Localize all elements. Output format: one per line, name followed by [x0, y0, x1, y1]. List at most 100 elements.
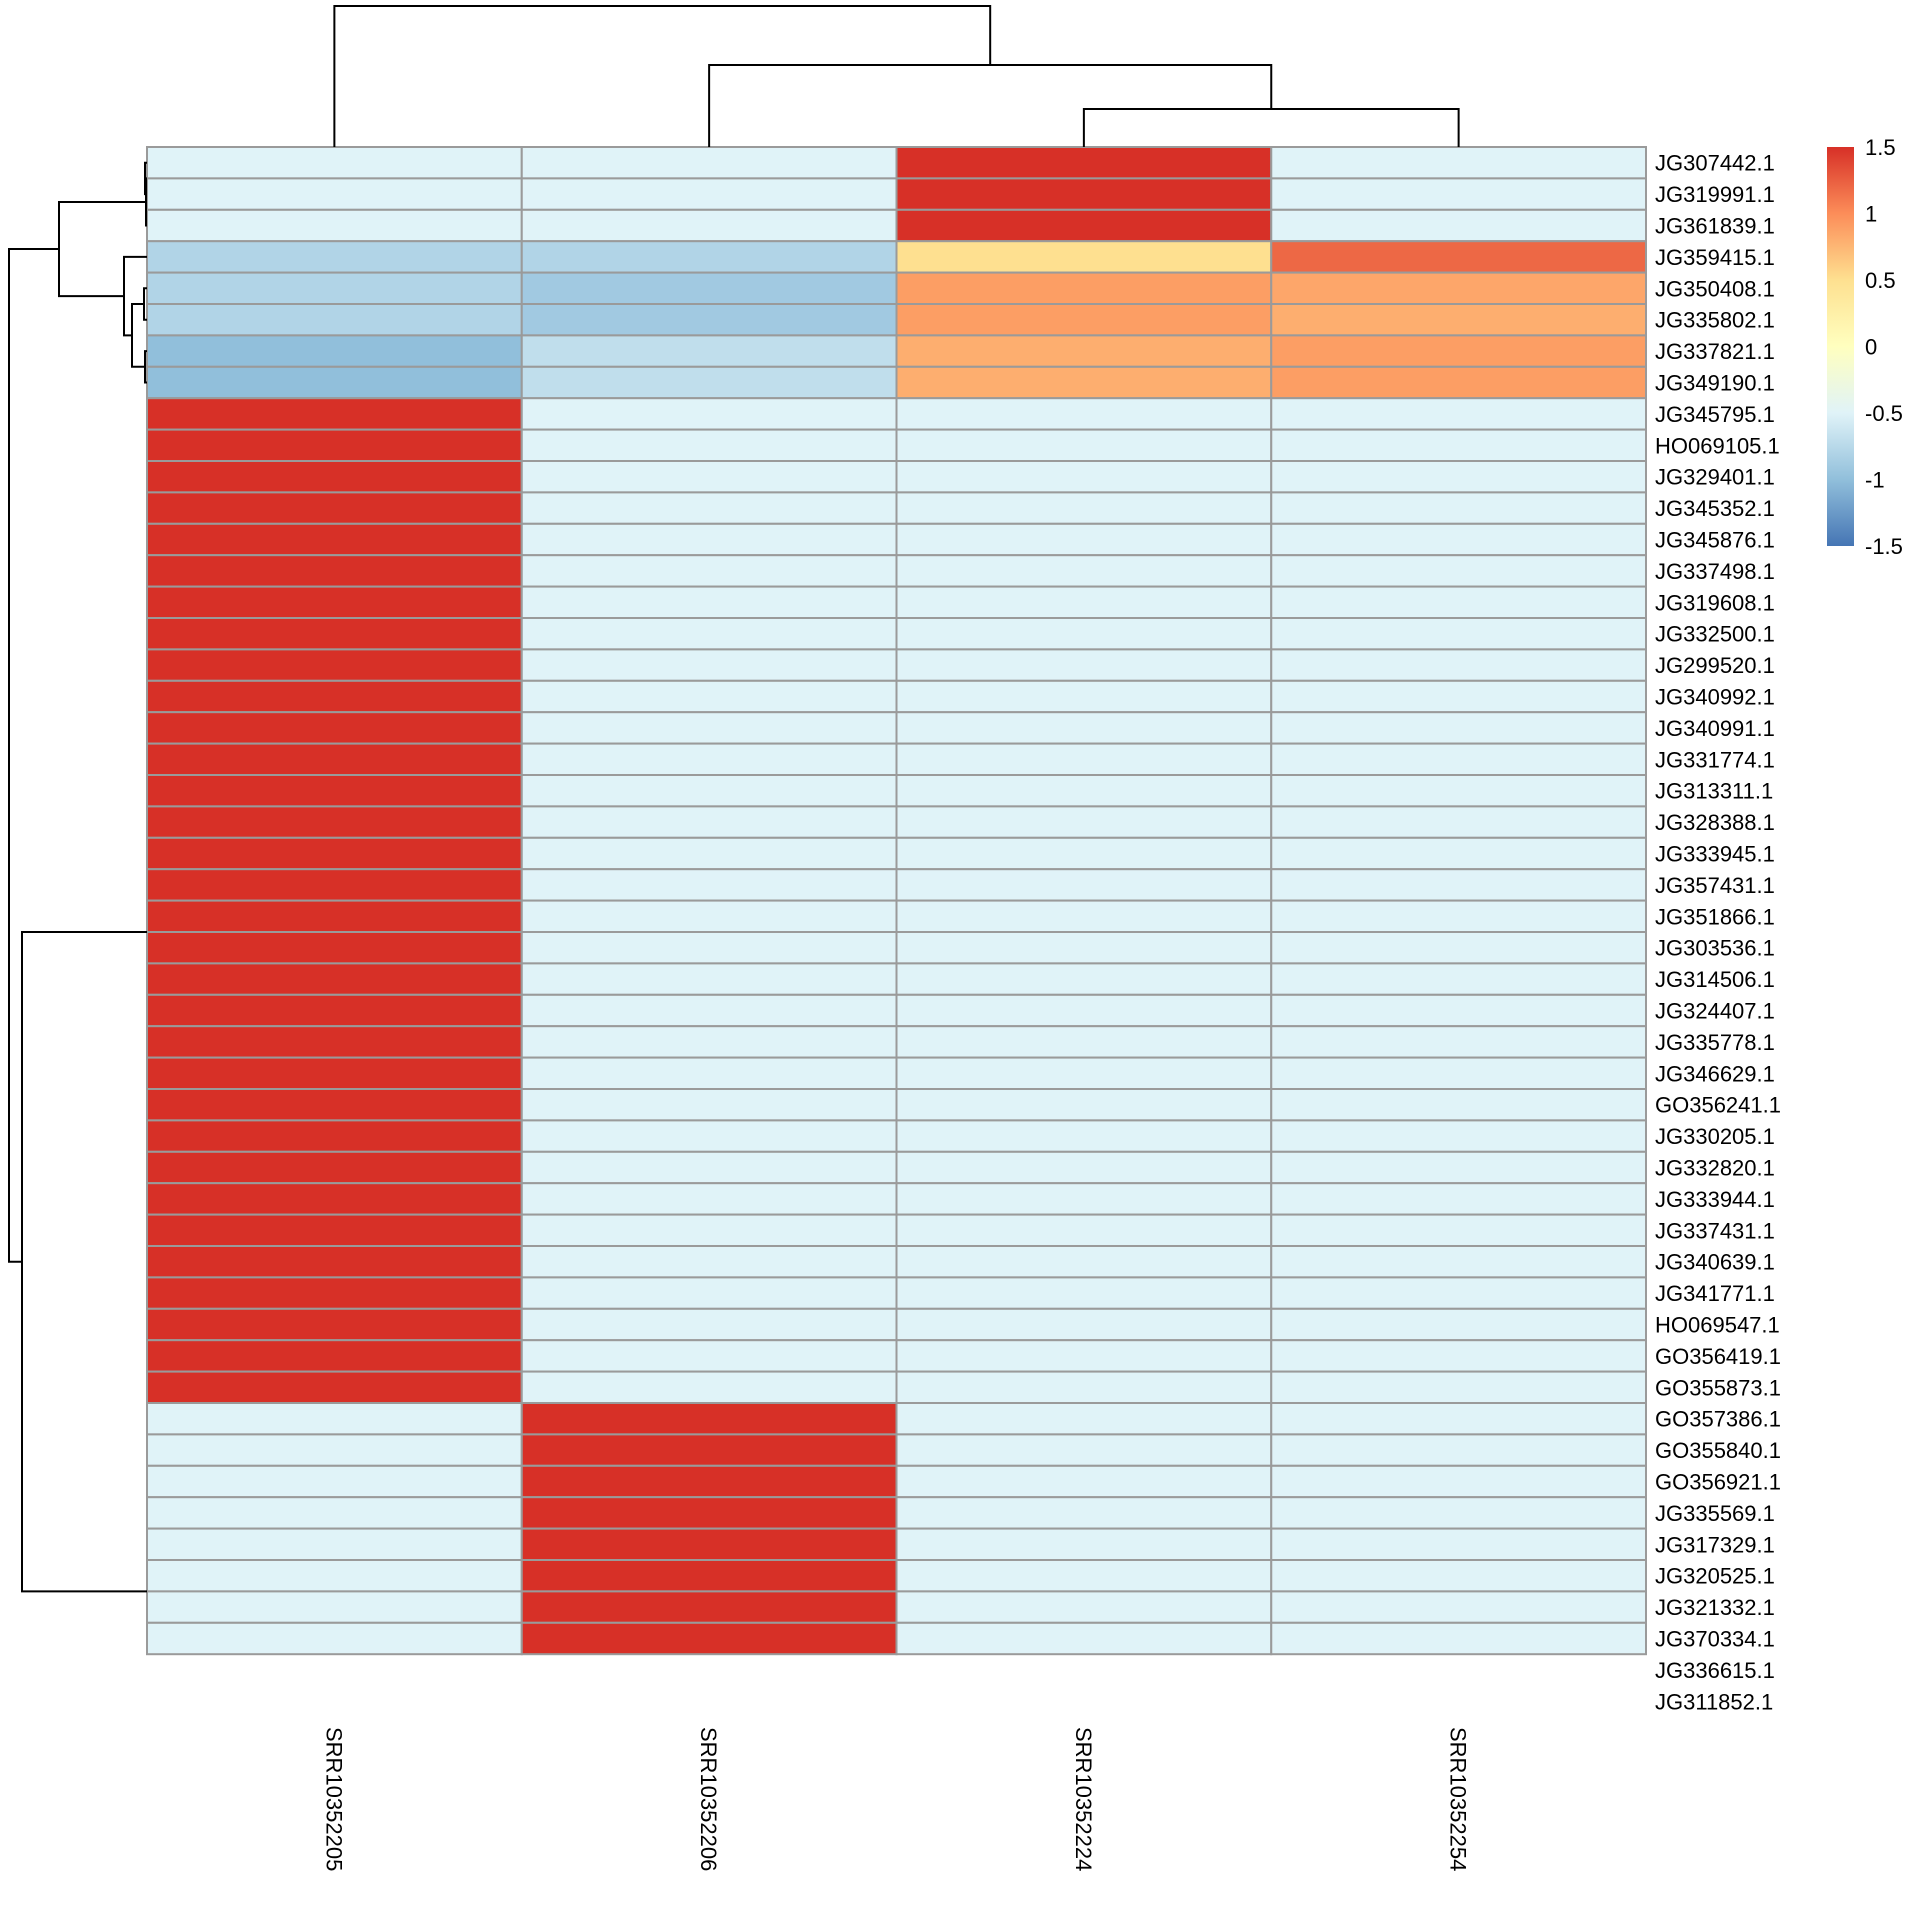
row-label: JG313311.1 — [1655, 779, 1773, 804]
heatmap-cell — [146, 1276, 523, 1310]
row-label: JG321332.1 — [1655, 1595, 1775, 1620]
heatmap-cell — [895, 617, 1273, 651]
heatmap-cell — [895, 365, 1273, 400]
heatmap-cell — [520, 868, 898, 902]
row-labels: JG307442.1 JG319991.1 JG361839.1 JG359415.1… — [1655, 151, 1781, 1715]
heatmap-cell — [146, 1559, 523, 1593]
heatmap-cell — [1270, 1370, 1647, 1404]
heatmap-cell — [1270, 742, 1647, 776]
row-label: GO356419.1 — [1655, 1344, 1781, 1369]
heatmap-cell — [520, 1307, 898, 1342]
heatmap-cell — [895, 334, 1273, 368]
heatmap-cell — [1270, 617, 1647, 651]
row-label: JG320525.1 — [1655, 1564, 1775, 1589]
heatmap-cell — [895, 1088, 1273, 1122]
heatmap-cell — [520, 1402, 898, 1436]
heatmap-cell — [146, 742, 523, 776]
heatmap-cell — [895, 1370, 1273, 1404]
heatmap-cell — [895, 1182, 1273, 1216]
heatmap-cell — [1270, 1307, 1647, 1342]
row-label: GO357386.1 — [1655, 1407, 1781, 1432]
heatmap-cells — [146, 146, 1647, 1656]
heatmap-cell — [146, 1182, 523, 1216]
heatmap-cell — [895, 962, 1273, 996]
heatmap-cell — [146, 554, 523, 588]
heatmap-cell — [146, 522, 523, 557]
heatmap-cell — [520, 146, 898, 180]
heatmap-cell — [895, 1402, 1273, 1436]
heatmap-cell — [146, 1056, 523, 1090]
heatmap-cell — [146, 1150, 523, 1185]
heatmap-cell — [1270, 993, 1647, 1028]
heatmap-cell — [895, 554, 1273, 588]
heatmap-cell — [146, 868, 523, 902]
heatmap-cell — [895, 1527, 1273, 1561]
heatmap-cell — [895, 1464, 1273, 1499]
heatmap-cell — [895, 1150, 1273, 1185]
heatmap-cell — [146, 899, 523, 933]
heatmap-cell — [1270, 522, 1647, 557]
heatmap-cell — [895, 585, 1273, 619]
heatmap-cell — [1270, 428, 1647, 463]
row-label: JG345795.1 — [1655, 402, 1775, 427]
heatmap-cell — [1270, 774, 1647, 808]
heatmap-cell — [520, 1088, 898, 1122]
row-label: JG329401.1 — [1655, 465, 1775, 490]
row-label: JG359415.1 — [1655, 245, 1775, 270]
row-dendrogram-branch — [21, 931, 147, 1593]
legend-tick-label: 0 — [1865, 335, 1877, 360]
heatmap-cell — [146, 836, 523, 871]
heatmap-cell — [895, 303, 1273, 337]
heatmap-cell — [520, 365, 898, 400]
row-label: JG350408.1 — [1655, 276, 1775, 301]
column-label: SRR10352206 — [696, 1727, 721, 1871]
heatmap-cell — [1270, 711, 1647, 745]
heatmap-cell — [520, 962, 898, 996]
heatmap-cell — [520, 1527, 898, 1561]
row-label: HO069547.1 — [1655, 1313, 1780, 1338]
heatmap-cell — [895, 1590, 1273, 1624]
heatmap-cell — [520, 836, 898, 871]
row-label: GO356921.1 — [1655, 1470, 1781, 1495]
heatmap-cell — [1270, 240, 1647, 274]
heatmap-cell — [520, 805, 898, 839]
heatmap-cell — [520, 1464, 898, 1499]
heatmap-cell — [520, 993, 898, 1028]
heatmap-cell — [520, 742, 898, 776]
heatmap-cell — [1270, 836, 1647, 871]
heatmap-cell — [520, 617, 898, 651]
row-label: JG335569.1 — [1655, 1501, 1775, 1526]
row-label: HO069105.1 — [1655, 433, 1780, 458]
heatmap-cell — [520, 334, 898, 368]
heatmap-cell — [146, 397, 523, 431]
row-label: JG349190.1 — [1655, 371, 1775, 396]
heatmap-cell — [520, 522, 898, 557]
heatmap-cell — [520, 1213, 898, 1247]
legend-tick-label: 1 — [1865, 202, 1877, 227]
heatmap-cell — [146, 1370, 523, 1404]
heatmap-cell — [146, 1433, 523, 1467]
heatmap-cell — [895, 993, 1273, 1028]
row-label: JG340991.1 — [1655, 716, 1775, 741]
heatmap-cell — [146, 1307, 523, 1342]
row-label: JG345352.1 — [1655, 496, 1775, 521]
heatmap-cell — [520, 397, 898, 431]
heatmap-cell — [1270, 460, 1647, 494]
heatmap-cell — [520, 711, 898, 745]
row-label: JG370334.1 — [1655, 1627, 1775, 1652]
heatmap-cell — [146, 365, 523, 400]
heatmap-cell — [1270, 931, 1647, 965]
legend-tick-label: 1.5 — [1865, 135, 1896, 160]
heatmap-cell — [146, 993, 523, 1028]
legend-color-bar — [1827, 147, 1854, 546]
heatmap-cell — [1270, 365, 1647, 400]
heatmap-cell — [146, 1088, 523, 1122]
heatmap-cell — [520, 1025, 898, 1059]
row-label: JG314506.1 — [1655, 967, 1775, 992]
row-label: JG328388.1 — [1655, 810, 1775, 835]
row-label: GO355840.1 — [1655, 1438, 1781, 1463]
column-label: SRR10352224 — [1071, 1727, 1096, 1871]
heatmap-cell — [895, 1621, 1273, 1656]
row-label: JG337821.1 — [1655, 339, 1775, 364]
heatmap-cell — [1270, 1088, 1647, 1122]
